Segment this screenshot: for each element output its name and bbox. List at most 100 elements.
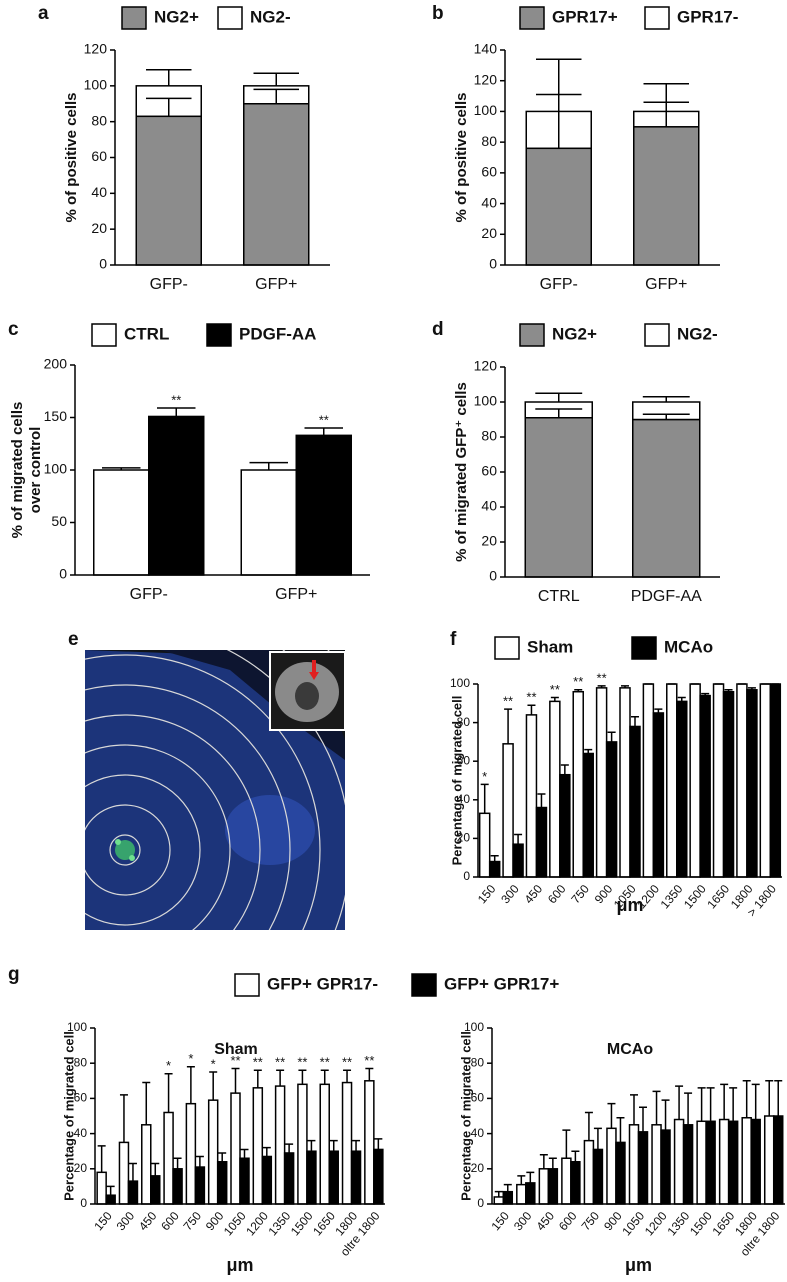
- error-bar: [173, 1157, 182, 1169]
- x-tick-label: 150: [91, 1209, 115, 1234]
- error-bar: [560, 764, 569, 775]
- bar: [207, 1099, 219, 1205]
- injection-arrow: [309, 672, 319, 680]
- y-axis-label: % of positive cells: [453, 92, 470, 222]
- x-tick-label: 750: [181, 1209, 205, 1234]
- error-bar: [276, 1069, 285, 1087]
- error-bar: [536, 58, 582, 112]
- bar: [705, 1120, 716, 1205]
- error-bar: [631, 716, 639, 727]
- legend-swatch: [411, 973, 437, 997]
- legend-label: MCAo: [664, 637, 713, 656]
- legend-swatch: [121, 6, 147, 30]
- error-bar: [253, 1069, 262, 1088]
- bar: [741, 1117, 752, 1205]
- bar: [274, 1085, 286, 1205]
- error-bar: [195, 1155, 204, 1168]
- panel-letter: b: [432, 3, 444, 24]
- bar: [283, 1152, 295, 1205]
- bar: [216, 1161, 228, 1205]
- legend-label: GFP+ GPR17+: [444, 974, 559, 993]
- bar: [637, 1131, 649, 1205]
- error-bar: [584, 748, 593, 754]
- error-bar: [597, 685, 606, 688]
- tissue-region: [225, 795, 315, 865]
- bar: [722, 690, 735, 878]
- distance-ring: [85, 684, 291, 930]
- bar: [582, 752, 594, 878]
- error-bar: [675, 1085, 684, 1120]
- bar: [141, 1124, 152, 1205]
- bar: [676, 700, 688, 878]
- x-tick-label: 600: [545, 882, 569, 907]
- error-bar: [593, 1127, 602, 1150]
- bar: [769, 683, 782, 878]
- x-tick-label: GFP-: [130, 586, 168, 603]
- x-tick-label: 1500: [288, 1209, 316, 1239]
- y-tick-label: 80: [471, 1055, 485, 1069]
- legend-swatch: [644, 323, 670, 347]
- significance-label: **: [171, 392, 181, 407]
- y-tick-label: 100: [474, 393, 498, 409]
- x-tick-label: 150: [488, 1209, 512, 1234]
- x-tick-label: 1350: [265, 1209, 293, 1239]
- error-bar: [186, 1065, 195, 1104]
- bar: [185, 1102, 197, 1205]
- x-tick-label: 1500: [687, 1209, 715, 1239]
- error-bar: [684, 1092, 693, 1125]
- error-bar: [654, 708, 663, 713]
- bar: [172, 1168, 183, 1205]
- bar: [699, 694, 711, 878]
- error-bar: [765, 1080, 774, 1116]
- y-tick-label: 80: [481, 133, 497, 149]
- y-tick-label: 100: [450, 676, 470, 690]
- x-tick-label: 1050: [619, 1209, 647, 1239]
- bar: [559, 773, 571, 878]
- legend-swatch: [206, 323, 232, 347]
- x-tick-label: 300: [498, 882, 522, 907]
- error-bar: [535, 408, 583, 418]
- significance-label: **: [550, 682, 560, 697]
- x-tick-label: 750: [568, 882, 592, 907]
- bar: [525, 1182, 536, 1205]
- error-bar: [584, 1111, 593, 1141]
- error-bar: [527, 704, 536, 715]
- y-tick-label: 40: [481, 498, 497, 514]
- legend-label: NG2+: [552, 324, 597, 343]
- significance-label: *: [211, 1056, 216, 1071]
- bar: [547, 1168, 559, 1205]
- y-tick-label: 80: [481, 428, 497, 444]
- bar: [341, 1081, 353, 1205]
- y-axis-label: % of migrated GFP⁺ cells: [453, 382, 470, 562]
- bar: [525, 714, 538, 878]
- legend-label: CTRL: [124, 324, 169, 343]
- bar: [595, 687, 608, 878]
- bar: [538, 1168, 550, 1205]
- error-bar: [574, 689, 583, 692]
- y-tick-label: 60: [91, 148, 107, 164]
- error-bar: [571, 1150, 580, 1162]
- bar: [373, 1148, 384, 1205]
- significance-label: **: [364, 1053, 374, 1068]
- x-axis-label: μm: [616, 895, 643, 915]
- bar: [150, 1175, 161, 1205]
- x-tick-label: 1650: [709, 1209, 737, 1239]
- significance-label: **: [526, 690, 536, 705]
- error-bar: [209, 1071, 218, 1101]
- x-tick-label: 1650: [704, 882, 732, 912]
- x-tick-label: GFP+: [645, 276, 687, 293]
- significance-label: **: [275, 1055, 285, 1070]
- legend-label: PDGF-AA: [239, 324, 316, 343]
- error-bar: [616, 1117, 625, 1143]
- error-bar: [517, 1175, 526, 1185]
- error-bar: [652, 1090, 661, 1125]
- legend-swatch: [494, 636, 520, 660]
- subplot-title: MCAo: [607, 1041, 653, 1058]
- error-bar: [102, 467, 141, 470]
- bar: [516, 1183, 527, 1205]
- bar: [328, 1150, 339, 1205]
- error-bar: [119, 1094, 128, 1143]
- legend-swatch: [91, 323, 117, 347]
- significance-label: **: [253, 1055, 263, 1070]
